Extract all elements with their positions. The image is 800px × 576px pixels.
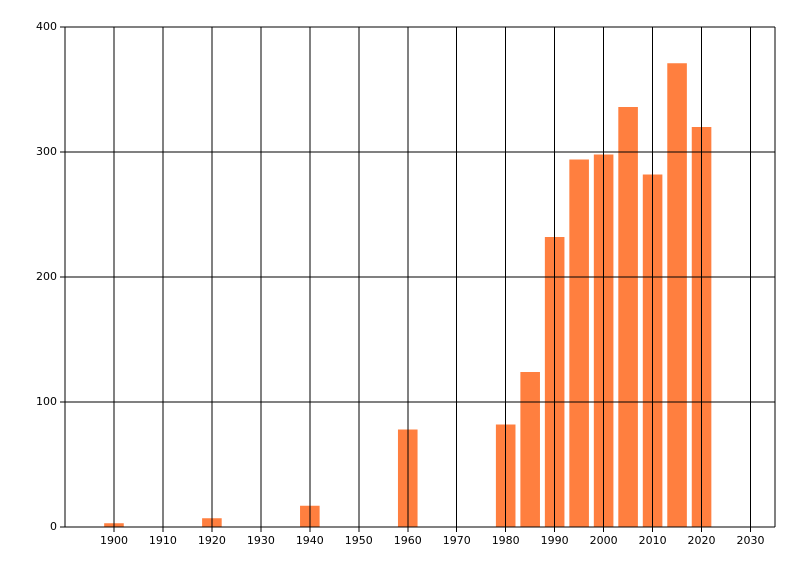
bar (520, 372, 540, 527)
x-tick-label: 1960 (394, 534, 422, 547)
x-tick-label: 1940 (296, 534, 324, 547)
y-tick-label: 200 (36, 270, 57, 283)
x-tick-label: 1990 (541, 534, 569, 547)
x-tick-label: 1900 (100, 534, 128, 547)
y-tick-label: 100 (36, 395, 57, 408)
x-tick-label: 1910 (149, 534, 177, 547)
x-tick-label: 2010 (639, 534, 667, 547)
x-tick-label: 2030 (737, 534, 765, 547)
bar (618, 107, 638, 527)
x-tick-label: 1920 (198, 534, 226, 547)
x-tick-label: 2020 (688, 534, 716, 547)
x-tick-label: 2000 (590, 534, 618, 547)
y-tick-label: 400 (36, 20, 57, 33)
bar (667, 63, 687, 527)
bar (569, 159, 589, 527)
y-tick-label: 300 (36, 145, 57, 158)
x-tick-label: 1950 (345, 534, 373, 547)
x-tick-label: 1970 (443, 534, 471, 547)
y-tick-label: 0 (50, 520, 57, 533)
x-tick-label: 1930 (247, 534, 275, 547)
x-tick-label: 1980 (492, 534, 520, 547)
